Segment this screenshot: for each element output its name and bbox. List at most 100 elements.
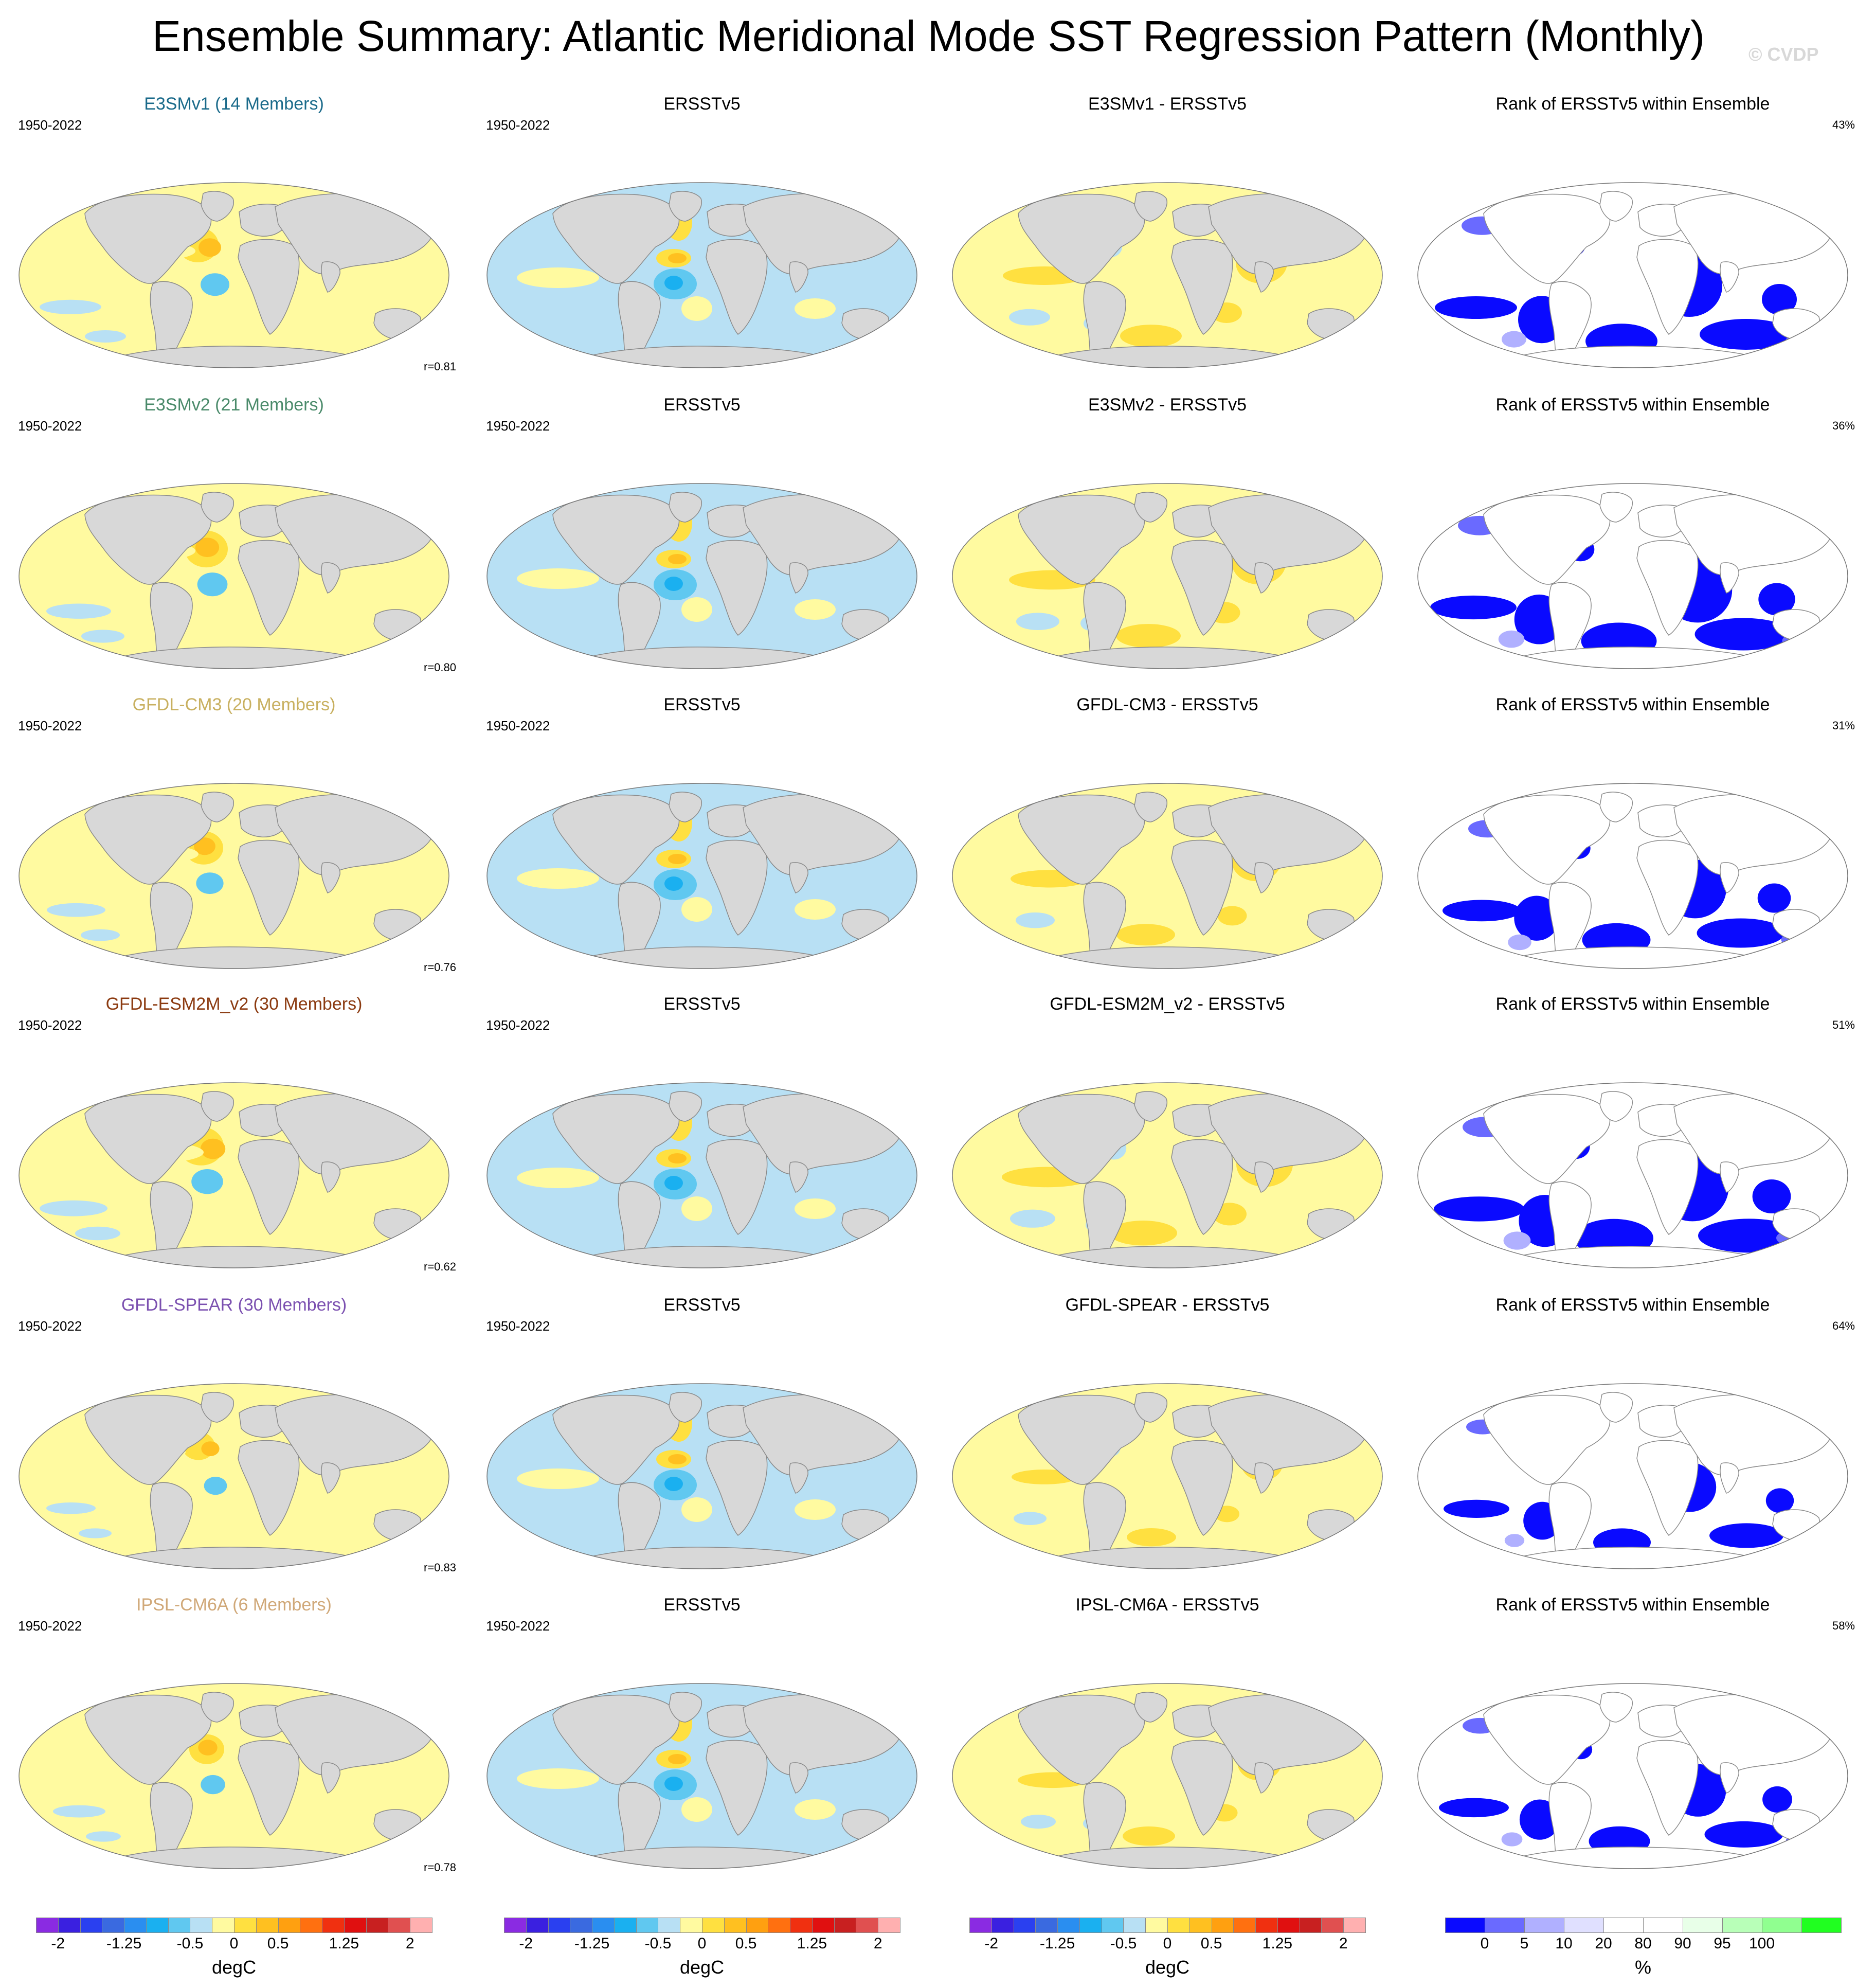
rank-percent: 36% <box>1832 419 1855 432</box>
colorbar-tick-label: 20 <box>1595 1935 1612 1952</box>
anomaly-patch <box>1116 624 1181 648</box>
colorbar-tick-label: -1.25 <box>574 1935 610 1952</box>
obs-map <box>486 1082 917 1268</box>
north-america-land <box>84 1094 212 1184</box>
pattern-correlation: r=0.62 <box>424 1260 456 1273</box>
colorbar-tick-label: 0 <box>1163 1935 1172 1952</box>
colorbar-swatch <box>388 1918 411 1933</box>
colorbar-swatch <box>234 1918 257 1933</box>
colorbar-swatch <box>746 1918 769 1933</box>
colorbar-swatch <box>1299 1918 1322 1933</box>
anomaly-patch <box>319 286 370 302</box>
anomaly-patch <box>47 903 105 917</box>
greenland-land <box>201 792 234 822</box>
colorbar-tick-label: 0.5 <box>1200 1935 1222 1952</box>
colorbar-swatch <box>834 1918 857 1933</box>
africa-land <box>238 839 300 936</box>
rank-map <box>1417 1383 1848 1569</box>
colorbar-units: degC <box>211 1957 257 1978</box>
africa-land <box>706 1440 768 1536</box>
colorbar-swatch <box>58 1918 81 1933</box>
colorbar-swatch <box>680 1918 702 1933</box>
period-label: 1950-2022 <box>18 1618 82 1634</box>
rank-percent: 58% <box>1832 1619 1855 1632</box>
colorbar-swatch <box>1722 1918 1762 1933</box>
map-border <box>1417 483 1848 669</box>
obs-panel: ERSSTv5 1950-2022 <box>476 1593 928 1902</box>
period-label: 1950-2022 <box>18 117 82 133</box>
anomaly-patch <box>664 1176 683 1190</box>
colorbar-swatch <box>702 1918 725 1933</box>
anomaly-patch <box>81 630 124 643</box>
india-land <box>321 562 340 594</box>
colorbar-swatch <box>344 1918 367 1933</box>
cvdp-watermark: © CVDP <box>1748 44 1819 65</box>
india-land <box>789 1462 808 1494</box>
anomaly-patch <box>517 568 599 589</box>
greenland-land <box>201 1392 234 1423</box>
anomaly-patch <box>664 1777 683 1791</box>
colorbar-swatch <box>856 1918 879 1933</box>
india-land <box>321 1762 340 1794</box>
greenland-land <box>1599 1692 1633 1723</box>
colorbar-swatch <box>878 1918 900 1933</box>
anomaly-patch <box>1700 319 1792 350</box>
pattern-correlation: r=0.80 <box>424 661 456 674</box>
colorbar-tick-label: 1.25 <box>797 1935 827 1952</box>
map-border <box>486 483 917 669</box>
africa-land <box>1171 239 1233 335</box>
north-america-land <box>84 794 212 885</box>
map-border <box>1417 1683 1848 1869</box>
pattern-correlation: r=0.76 <box>424 961 456 974</box>
anomaly-patch <box>204 1477 227 1495</box>
period-label: 1950-2022 <box>18 718 82 733</box>
period-label: 1950-2022 <box>486 1017 550 1033</box>
north-america-land <box>84 1394 212 1485</box>
rank-panel: Rank of ERSSTv5 within Ensemble 31% <box>1407 693 1857 1002</box>
model-title: E3SMv1 (14 Members) <box>144 94 324 114</box>
obs-title: ERSSTv5 <box>663 94 741 114</box>
colorbar-swatch <box>1445 1918 1485 1933</box>
map-border <box>19 1383 449 1569</box>
anomaly-patch <box>201 273 229 296</box>
anomaly-patch <box>1697 918 1785 948</box>
diff-panel: IPSL-CM6A - ERSSTv5 <box>941 1593 1394 1902</box>
colorbar-tick-label: 0.5 <box>735 1935 757 1952</box>
colorbar-swatch <box>636 1918 659 1933</box>
africa-land <box>706 1740 768 1836</box>
colorbar-swatch <box>1123 1918 1146 1933</box>
model-panel: E3SMv1 (14 Members) 1950-2022 r=0.81 <box>8 93 460 401</box>
north-america-land <box>1483 193 1611 284</box>
colorbar-units: % <box>1634 1957 1651 1978</box>
anomaly-patch <box>324 1489 366 1502</box>
greenland-land <box>201 492 234 523</box>
colorbar-swatch <box>1801 1918 1842 1933</box>
anomaly-patch <box>1704 1821 1783 1848</box>
diff-title: GFDL-SPEAR - ERSSTv5 <box>1065 1295 1270 1315</box>
anomaly-patch <box>1127 1528 1176 1547</box>
anomaly-patch <box>668 1454 687 1464</box>
anomaly-patch <box>1501 1832 1523 1847</box>
greenland-land <box>1134 191 1167 222</box>
colorbar-swatch <box>504 1918 527 1933</box>
india-land <box>1254 1462 1274 1494</box>
anomaly-patch <box>1709 1523 1783 1548</box>
anomaly-patch <box>1502 331 1526 348</box>
anomaly-patch <box>197 572 228 597</box>
colorbar-swatch <box>190 1918 213 1933</box>
map-border <box>952 1082 1383 1268</box>
colorbar-swatch <box>1255 1918 1278 1933</box>
model-map <box>19 783 449 969</box>
period-label: 1950-2022 <box>486 718 550 733</box>
india-land <box>1720 1462 1739 1494</box>
model-map <box>19 182 449 368</box>
africa-land <box>1636 1740 1699 1836</box>
anomaly-patch <box>1444 1499 1509 1518</box>
india-land <box>789 1161 808 1193</box>
map-border <box>486 182 917 368</box>
north-america-land <box>84 193 212 284</box>
anomaly-patch <box>795 1198 836 1219</box>
rank-map <box>1417 483 1848 669</box>
period-label: 1950-2022 <box>486 117 550 133</box>
africa-land <box>706 1139 768 1235</box>
